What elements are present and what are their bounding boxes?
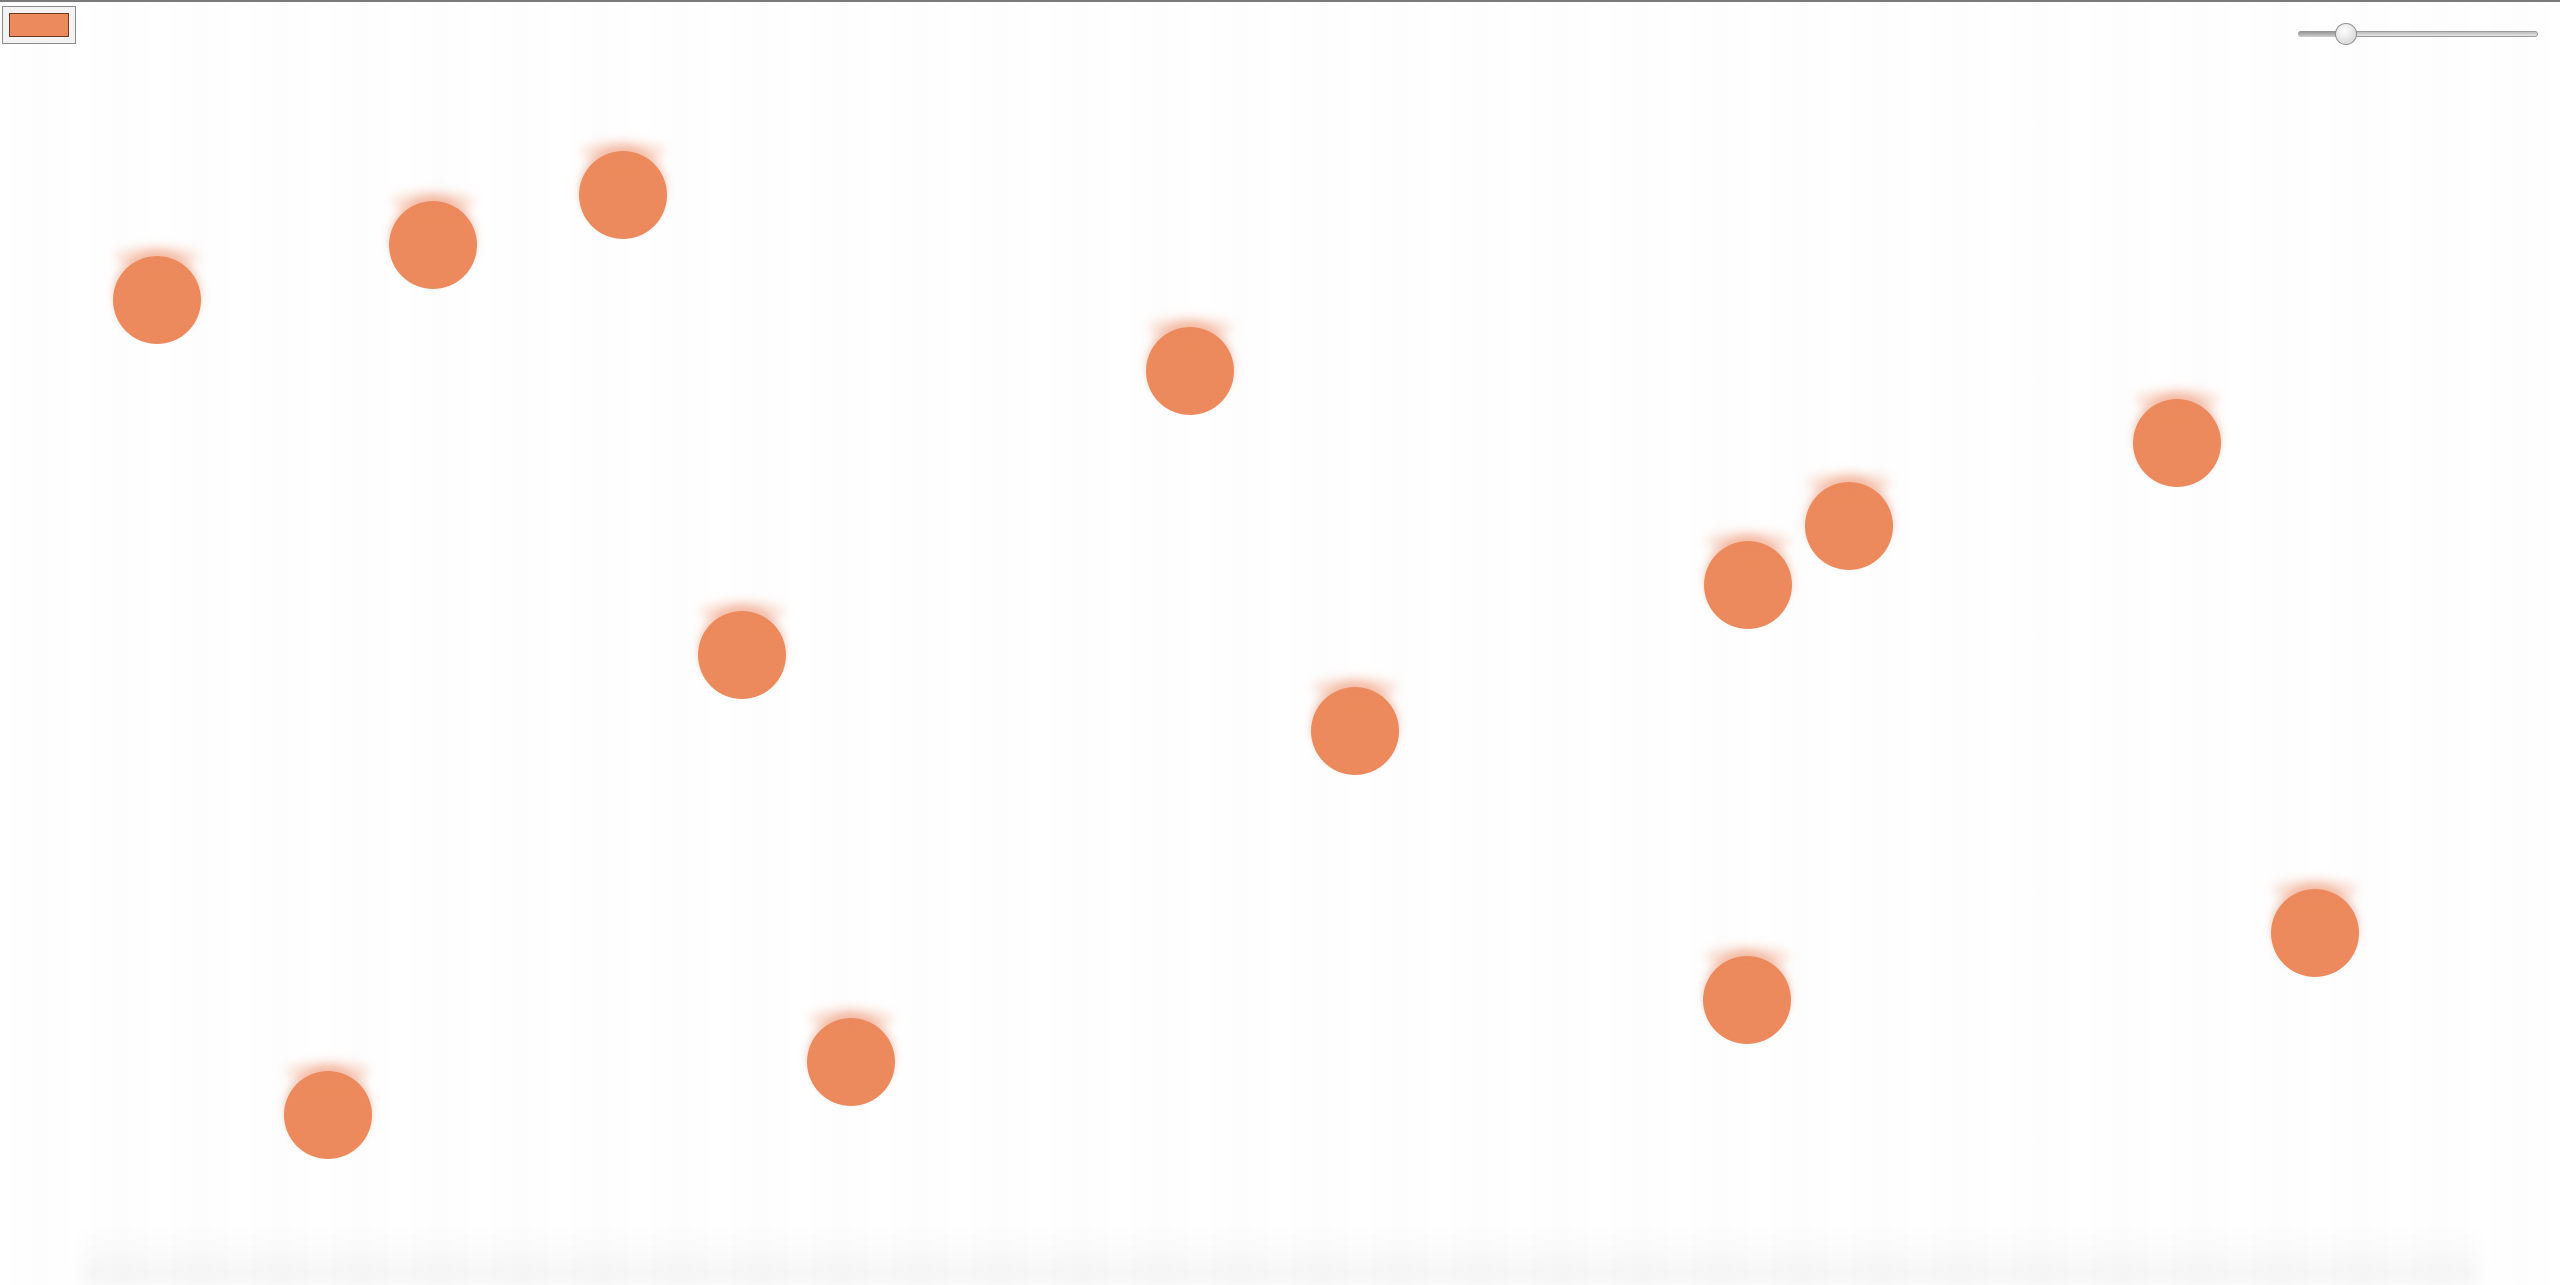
ball[interactable] — [2271, 889, 2359, 977]
slider-thumb[interactable] — [2335, 23, 2357, 45]
ball[interactable] — [389, 201, 477, 289]
ball[interactable] — [1704, 541, 1792, 629]
floor-shadow — [80, 1225, 2480, 1285]
ball[interactable] — [698, 611, 786, 699]
ball[interactable] — [579, 151, 667, 239]
color-swatch — [9, 13, 69, 37]
ball[interactable] — [807, 1018, 895, 1106]
ball[interactable] — [1703, 956, 1791, 1044]
color-picker-button[interactable] — [2, 6, 76, 44]
ball[interactable] — [113, 256, 201, 344]
slider-fill — [2298, 31, 2346, 37]
ball[interactable] — [1805, 482, 1893, 570]
ball[interactable] — [1146, 327, 1234, 415]
ball[interactable] — [2133, 399, 2221, 487]
ball[interactable] — [284, 1071, 372, 1159]
speed-slider[interactable] — [2298, 22, 2538, 46]
ball[interactable] — [1311, 687, 1399, 775]
